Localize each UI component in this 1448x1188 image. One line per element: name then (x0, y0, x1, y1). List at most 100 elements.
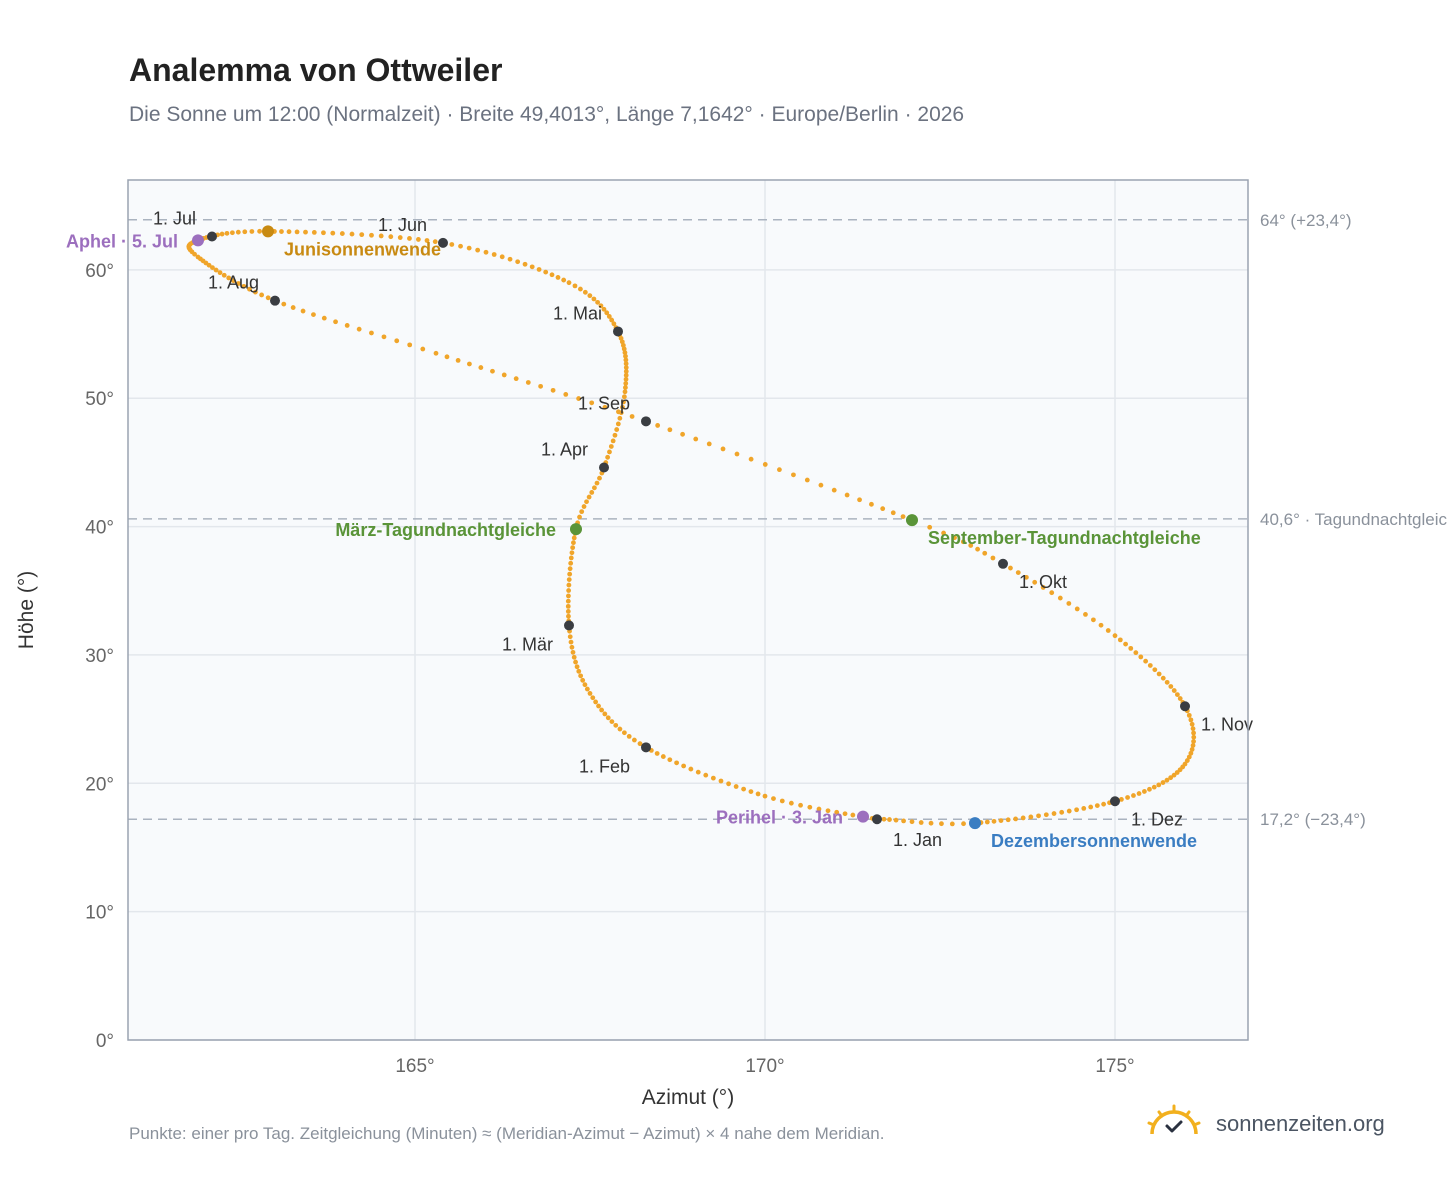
day-point (602, 711, 608, 717)
month-marker (207, 231, 217, 242)
day-point (887, 817, 892, 822)
day-point (549, 272, 555, 278)
day-point (566, 613, 571, 619)
day-point (674, 760, 679, 766)
month-marker (1110, 796, 1120, 807)
day-point (609, 719, 615, 724)
day-point (1184, 758, 1190, 763)
day-point (1090, 617, 1096, 623)
day-point (563, 392, 569, 397)
day-point (928, 820, 934, 826)
day-point (857, 497, 862, 503)
month-label: 1. Jul (153, 208, 196, 228)
day-point (1008, 565, 1013, 571)
day-point (522, 261, 528, 267)
day-point (226, 275, 232, 281)
day-point (217, 270, 223, 276)
day-point (1152, 667, 1158, 673)
day-point (247, 286, 252, 292)
day-point (242, 229, 248, 235)
day-point (667, 757, 673, 763)
day-point (890, 510, 896, 516)
day-point (615, 421, 621, 427)
month-label: 1. Mai (553, 303, 602, 323)
day-point (623, 381, 629, 386)
day-point (568, 555, 574, 561)
day-point (416, 237, 421, 242)
day-point (483, 249, 489, 255)
day-point (718, 778, 724, 784)
day-point (777, 467, 782, 473)
day-point (741, 786, 747, 792)
day-point (918, 820, 924, 825)
day-point (952, 535, 957, 541)
month-marker (872, 814, 882, 825)
day-point (369, 330, 374, 336)
event-label: September-Tagundnachtgleiche (928, 528, 1201, 548)
day-point (605, 715, 611, 721)
day-point (621, 730, 627, 736)
day-point (893, 817, 899, 823)
day-point (1138, 654, 1144, 660)
x-tick-label: 170° (745, 1056, 784, 1077)
day-point (654, 751, 660, 756)
day-point (881, 816, 887, 822)
day-point (1156, 782, 1162, 788)
day-point (880, 506, 886, 512)
day-point (570, 545, 576, 551)
chart-footnote: Punkte: einer pro Tag. Zeitgleichung (Mi… (129, 1124, 885, 1143)
day-point (748, 789, 754, 794)
day-point (1088, 804, 1094, 810)
y-tick-label: 60° (85, 261, 114, 282)
day-point (1128, 645, 1134, 651)
day-point (680, 431, 685, 437)
day-point (622, 389, 628, 395)
day-point (1171, 772, 1177, 778)
day-point (1074, 606, 1080, 612)
day-point (695, 769, 701, 775)
day-point (990, 555, 996, 561)
day-point (515, 259, 521, 265)
day-point (490, 368, 495, 374)
day-point (1028, 814, 1034, 820)
day-point (265, 295, 271, 301)
day-point (491, 252, 497, 257)
brand-link[interactable]: sonnenzeiten.org (1146, 1104, 1385, 1144)
day-point (703, 772, 709, 778)
day-point (581, 504, 587, 509)
day-point (356, 326, 362, 332)
day-point (388, 234, 394, 240)
day-point (614, 427, 620, 432)
day-point (939, 821, 944, 827)
day-point (616, 409, 621, 415)
day-point (1189, 721, 1195, 727)
day-point (573, 659, 578, 665)
day-point (762, 462, 768, 467)
day-point (1160, 675, 1166, 681)
day-point (733, 784, 739, 789)
event-marker (969, 817, 981, 830)
month-marker (998, 558, 1008, 569)
day-point (623, 357, 629, 363)
day-point (597, 475, 602, 481)
day-point (569, 644, 575, 650)
day-point (455, 357, 461, 363)
day-point (582, 289, 588, 295)
day-point (224, 230, 230, 236)
day-point (349, 231, 355, 237)
day-point (568, 560, 574, 566)
day-point (236, 281, 241, 286)
day-point (259, 292, 265, 298)
day-point (1136, 791, 1142, 796)
day-point (637, 741, 643, 747)
y-tick-label: 20° (85, 774, 114, 795)
y-tick-label: 50° (85, 389, 114, 410)
day-point (210, 265, 215, 271)
day-point (1015, 570, 1021, 575)
event-marker (857, 810, 869, 823)
day-point (219, 231, 225, 237)
day-point (612, 432, 618, 438)
day-point (565, 598, 571, 604)
day-point (290, 305, 296, 310)
event-marker (906, 514, 918, 527)
